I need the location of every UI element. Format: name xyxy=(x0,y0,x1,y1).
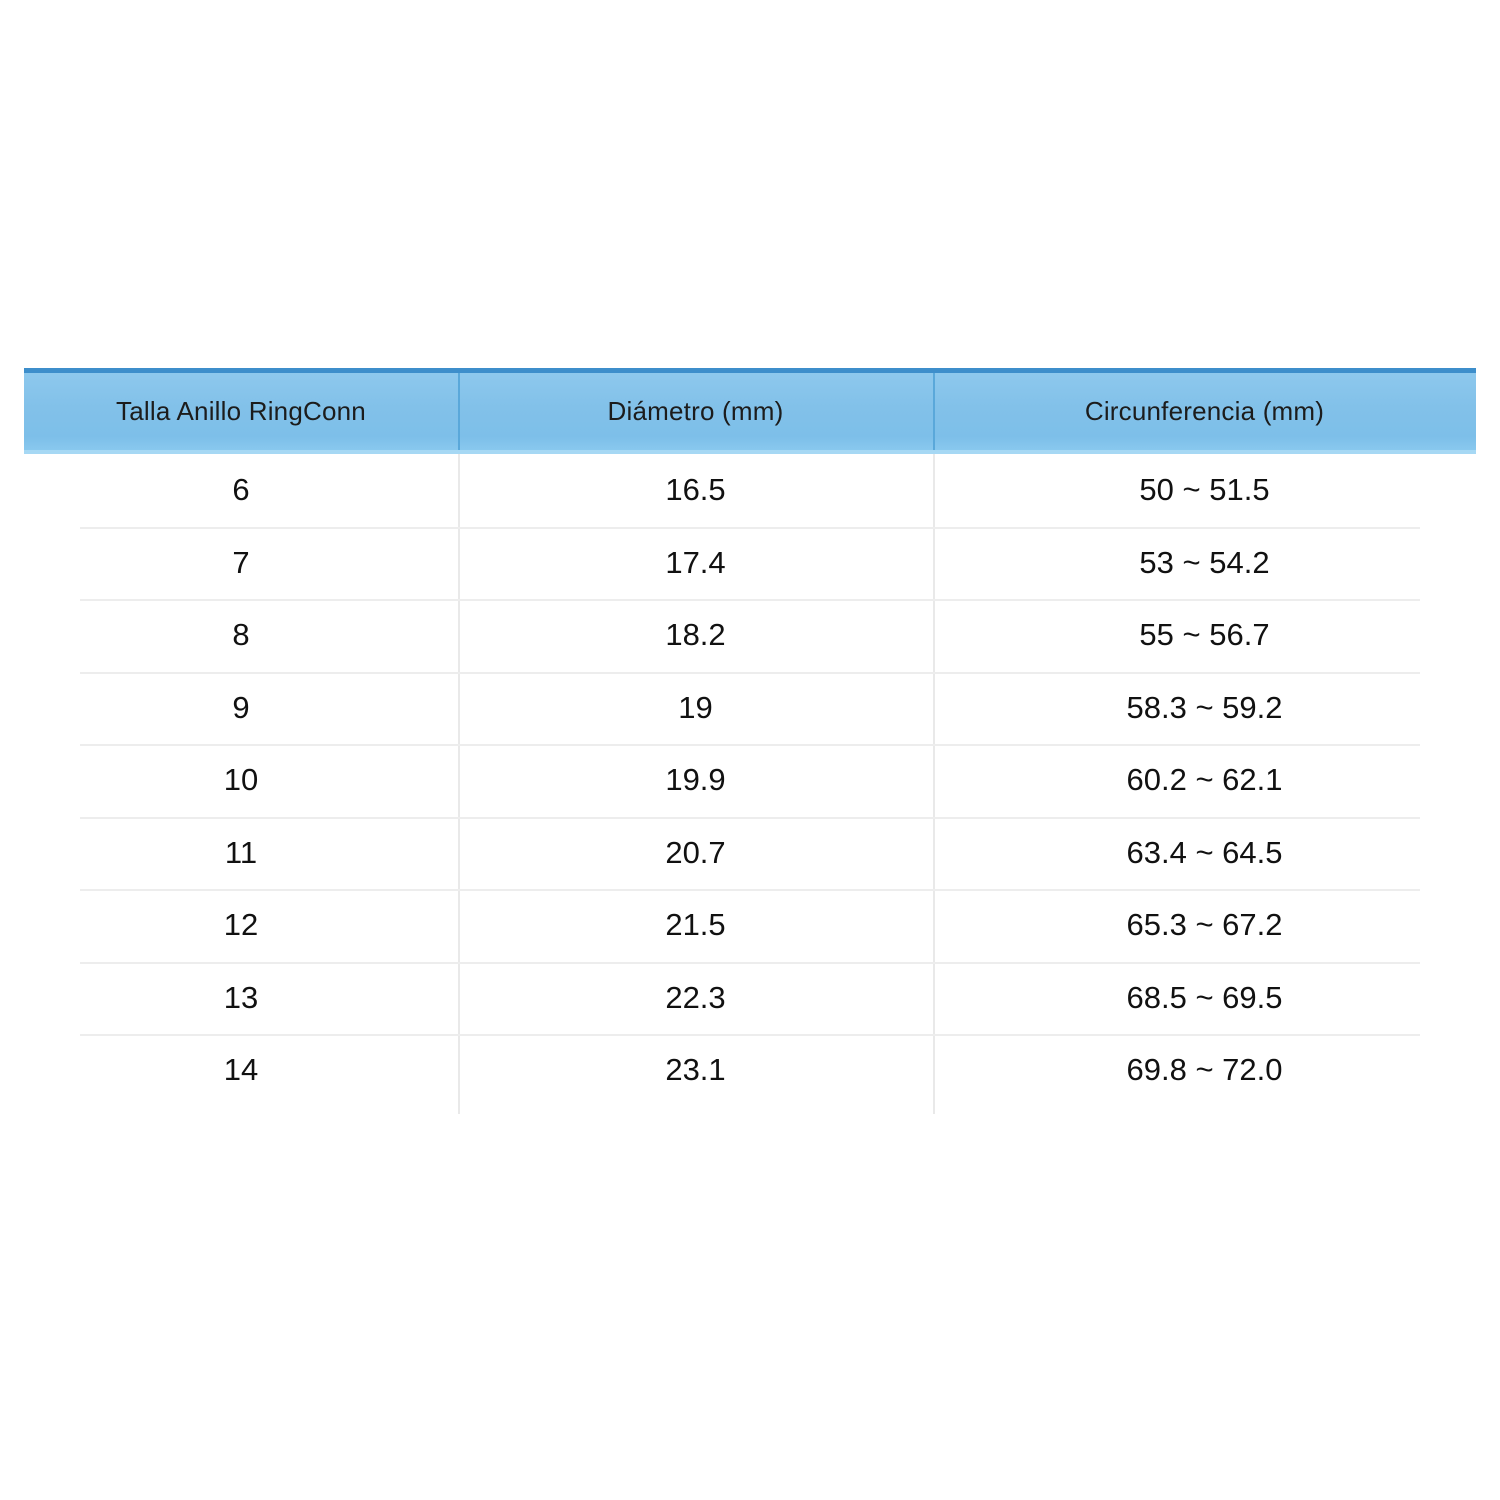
cell-circumference: 60.2 ~ 62.1 xyxy=(1126,762,1283,798)
header-column-divider-2 xyxy=(933,373,935,450)
column-header-circumference: Circunferencia (mm) xyxy=(933,368,1476,454)
ring-size-table: Talla Anillo RingConn Diámetro (mm) Circ… xyxy=(24,368,1476,1124)
table-row: 6 16.5 50 ~ 51.5 xyxy=(24,454,1476,527)
table-row: 12 21.5 65.3 ~ 67.2 xyxy=(24,889,1476,962)
cell-circumference: 50 ~ 51.5 xyxy=(1139,472,1270,508)
column-header-diameter-label: Diámetro (mm) xyxy=(607,395,784,426)
cell-circumference: 68.5 ~ 69.5 xyxy=(1126,979,1283,1015)
column-header-size-label: Talla Anillo RingConn xyxy=(116,395,366,426)
cell-diameter: 16.5 xyxy=(665,472,726,508)
cell-size: 7 xyxy=(232,544,250,580)
cell-diameter: 19.9 xyxy=(665,762,726,798)
table-body: 6 16.5 50 ~ 51.5 7 17.4 53 ~ 54.2 8 18.2 55 ~ 56… xyxy=(24,454,1476,1124)
body-column-divider-1 xyxy=(458,454,460,1114)
table-header-row: Talla Anillo RingConn Diámetro (mm) Circ… xyxy=(24,368,1476,454)
cell-circumference: 53 ~ 54.2 xyxy=(1139,544,1270,580)
table-row: 13 22.3 68.5 ~ 69.5 xyxy=(24,961,1476,1035)
cell-size: 11 xyxy=(224,834,258,870)
column-header-circumference-label: Circunferencia (mm) xyxy=(1084,395,1325,426)
cell-diameter: 21.5 xyxy=(665,907,726,943)
table-row: 11 20.7 63.4 ~ 64.5 xyxy=(24,816,1476,890)
table-row: 8 18.2 55 ~ 56.7 xyxy=(24,599,1476,672)
table-row: 10 19.9 60.2 ~ 62.1 xyxy=(24,744,1476,817)
cell-diameter: 20.7 xyxy=(665,834,726,870)
table-row: 14 23.1 69.8 ~ 72.0 xyxy=(24,1034,1476,1107)
cell-size: 9 xyxy=(232,689,250,725)
cell-diameter: 18.2 xyxy=(665,617,726,653)
cell-size: 12 xyxy=(223,907,259,943)
body-column-divider-2 xyxy=(933,454,935,1114)
column-header-size: Talla Anillo RingConn xyxy=(24,368,458,454)
cell-circumference: 63.4 ~ 64.5 xyxy=(1126,834,1283,870)
cell-size: 13 xyxy=(223,979,259,1015)
header-column-divider-1 xyxy=(458,373,460,450)
column-header-diameter: Diámetro (mm) xyxy=(458,368,933,454)
cell-circumference: 69.8 ~ 72.0 xyxy=(1126,1052,1283,1088)
cell-size: 8 xyxy=(232,617,250,653)
cell-diameter: 19 xyxy=(678,689,713,725)
table-row: 9 19 58.3 ~ 59.2 xyxy=(24,671,1476,745)
cell-size: 14 xyxy=(223,1052,259,1088)
cell-size: 10 xyxy=(223,762,259,798)
cell-diameter: 22.3 xyxy=(665,979,726,1015)
cell-diameter: 23.1 xyxy=(665,1052,726,1088)
cell-circumference: 55 ~ 56.7 xyxy=(1139,617,1270,653)
cell-circumference: 65.3 ~ 67.2 xyxy=(1126,907,1283,943)
cell-diameter: 17.4 xyxy=(665,544,726,580)
table-row: 7 17.4 53 ~ 54.2 xyxy=(24,526,1476,600)
cell-circumference: 58.3 ~ 59.2 xyxy=(1126,689,1283,725)
cell-size: 6 xyxy=(232,472,250,508)
